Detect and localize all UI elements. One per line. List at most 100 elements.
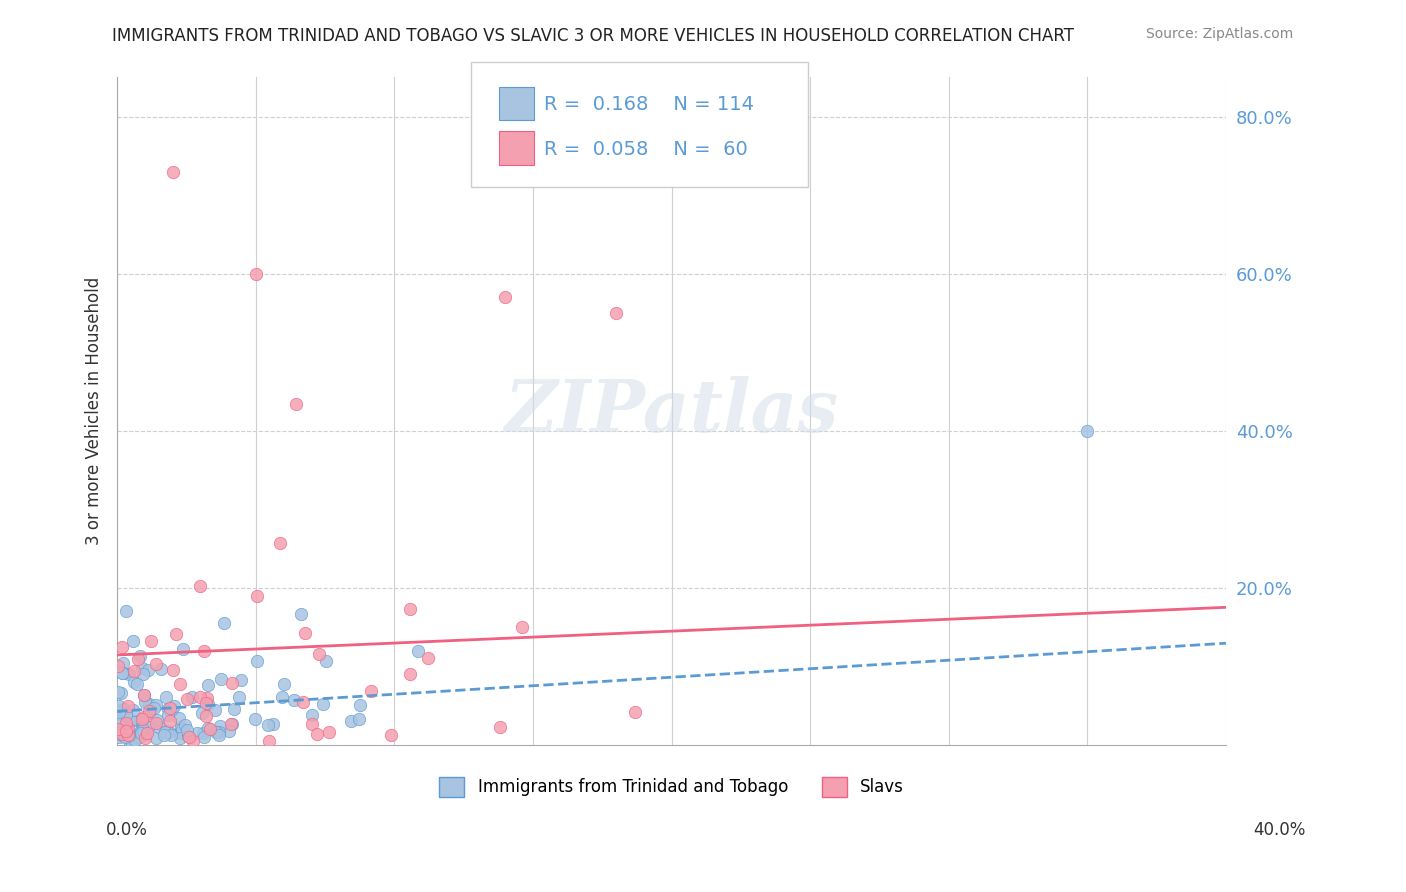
Point bbox=[134, 731, 156, 745]
Point bbox=[114, 706, 136, 720]
Point bbox=[121, 736, 143, 750]
Point bbox=[132, 667, 155, 681]
Point bbox=[197, 721, 219, 735]
Point bbox=[120, 736, 142, 750]
Point bbox=[221, 676, 243, 690]
Text: ZIPatlas: ZIPatlas bbox=[505, 376, 838, 447]
Point bbox=[118, 713, 141, 727]
Point bbox=[128, 730, 150, 744]
Point bbox=[138, 704, 160, 718]
Point bbox=[283, 693, 305, 707]
Point bbox=[131, 719, 153, 733]
Point bbox=[246, 590, 269, 604]
Point bbox=[169, 725, 191, 739]
Point bbox=[124, 733, 146, 747]
Point bbox=[605, 306, 627, 320]
Point bbox=[112, 729, 135, 743]
Point bbox=[107, 685, 129, 699]
Point bbox=[399, 601, 422, 615]
Point bbox=[138, 704, 160, 718]
Point bbox=[157, 725, 180, 739]
Point bbox=[115, 708, 138, 723]
Point bbox=[273, 677, 295, 691]
Legend: Immigrants from Trinidad and Tobago, Slavs: Immigrants from Trinidad and Tobago, Sla… bbox=[433, 770, 910, 804]
Point bbox=[219, 717, 242, 731]
Point bbox=[170, 720, 193, 734]
Point bbox=[188, 579, 211, 593]
Point bbox=[290, 607, 312, 622]
Point bbox=[132, 722, 155, 736]
Point bbox=[191, 726, 214, 740]
Point bbox=[197, 698, 219, 712]
Point bbox=[1076, 424, 1098, 438]
Point bbox=[195, 690, 218, 705]
Point bbox=[399, 666, 422, 681]
Point bbox=[121, 633, 143, 648]
Point bbox=[229, 673, 252, 687]
Text: Source: ZipAtlas.com: Source: ZipAtlas.com bbox=[1146, 27, 1294, 41]
Point bbox=[406, 644, 429, 658]
Point bbox=[624, 705, 647, 719]
Point bbox=[111, 640, 134, 654]
Point bbox=[159, 701, 181, 715]
Point bbox=[115, 715, 138, 730]
Point bbox=[318, 725, 340, 739]
Point bbox=[181, 690, 204, 705]
Point bbox=[160, 729, 183, 743]
Point bbox=[115, 604, 138, 618]
Point bbox=[129, 726, 152, 740]
Point bbox=[259, 734, 281, 748]
Point bbox=[120, 713, 142, 727]
Point bbox=[132, 723, 155, 738]
Point bbox=[163, 698, 186, 713]
Point bbox=[262, 717, 284, 731]
Point bbox=[157, 702, 180, 716]
Point bbox=[129, 713, 152, 727]
Point bbox=[162, 165, 184, 179]
Point bbox=[488, 720, 510, 734]
Point bbox=[110, 715, 132, 730]
Point bbox=[136, 720, 159, 734]
Text: IMMIGRANTS FROM TRINIDAD AND TOBAGO VS SLAVIC 3 OR MORE VEHICLES IN HOUSEHOLD CO: IMMIGRANTS FROM TRINIDAD AND TOBAGO VS S… bbox=[112, 27, 1074, 45]
Point bbox=[117, 728, 139, 742]
Point bbox=[172, 642, 194, 657]
Point bbox=[136, 663, 159, 677]
Text: R =  0.058    N =  60: R = 0.058 N = 60 bbox=[544, 140, 748, 160]
Point bbox=[108, 705, 131, 719]
Y-axis label: 3 or more Vehicles in Household: 3 or more Vehicles in Household bbox=[86, 277, 103, 546]
Point bbox=[155, 690, 177, 705]
Point bbox=[360, 683, 382, 698]
Point bbox=[129, 649, 152, 664]
Point bbox=[111, 657, 134, 671]
Point bbox=[312, 697, 335, 711]
Point bbox=[129, 723, 152, 737]
Point bbox=[416, 651, 439, 665]
Point bbox=[115, 724, 138, 739]
Point bbox=[305, 727, 328, 741]
Point bbox=[188, 690, 211, 704]
Point bbox=[153, 728, 176, 742]
Point bbox=[141, 634, 163, 648]
Point bbox=[142, 701, 165, 715]
Point bbox=[181, 733, 204, 747]
Point bbox=[218, 723, 240, 738]
Point bbox=[118, 667, 141, 681]
Point bbox=[205, 725, 228, 739]
Point bbox=[138, 697, 160, 711]
Point bbox=[118, 728, 141, 742]
Point bbox=[148, 720, 170, 734]
Point bbox=[285, 397, 308, 411]
Point bbox=[110, 727, 132, 741]
Text: 40.0%: 40.0% bbox=[1253, 821, 1306, 838]
Point bbox=[134, 695, 156, 709]
Point bbox=[349, 712, 371, 726]
Point bbox=[107, 722, 129, 736]
Point bbox=[145, 731, 167, 745]
Point bbox=[271, 690, 294, 704]
Text: 0.0%: 0.0% bbox=[105, 821, 148, 838]
Point bbox=[111, 723, 134, 738]
Point bbox=[197, 678, 219, 692]
Point bbox=[107, 730, 129, 744]
Point bbox=[269, 535, 291, 549]
Point bbox=[245, 267, 267, 281]
